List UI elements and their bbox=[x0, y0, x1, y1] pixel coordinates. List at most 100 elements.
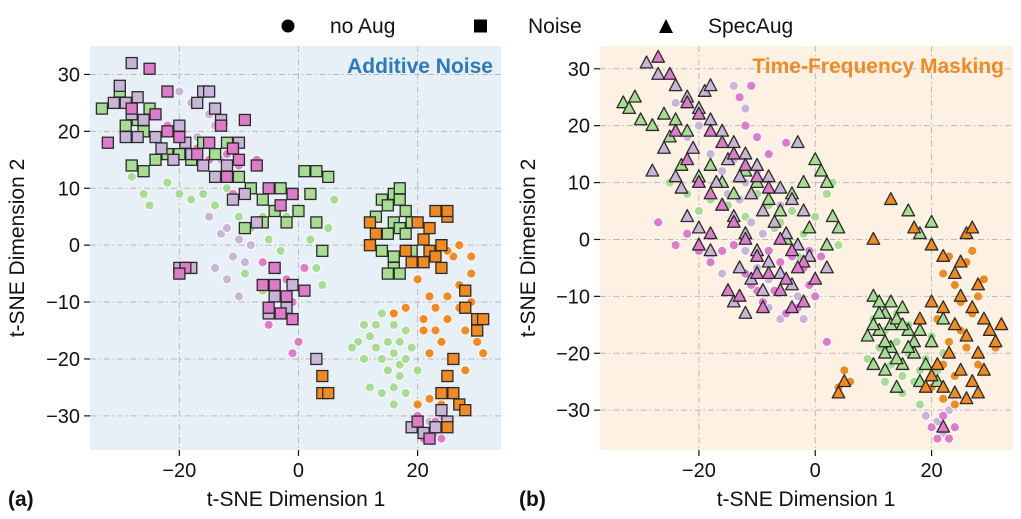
point-no-aug-orange bbox=[938, 393, 949, 404]
point-specaug-green bbox=[889, 351, 904, 365]
point-no-aug-purple bbox=[233, 291, 245, 302]
point-noise-orange bbox=[435, 386, 448, 400]
point-no-aug-green bbox=[897, 370, 908, 382]
point-specaug-orange bbox=[959, 328, 974, 342]
point-no-aug-green bbox=[394, 336, 405, 347]
legend-label-noise: Noise bbox=[528, 15, 582, 38]
point-specaug-orange bbox=[942, 345, 956, 359]
point-specaug-orange bbox=[947, 385, 962, 399]
point-no-aug-pink bbox=[810, 291, 821, 302]
point-specaug-pink bbox=[651, 49, 666, 63]
point-no-aug-pink bbox=[949, 422, 960, 433]
point-specaug-orange bbox=[918, 379, 933, 393]
point-noise-orange bbox=[459, 301, 472, 314]
point-specaug-green bbox=[703, 157, 718, 171]
point-noise-pink bbox=[286, 312, 299, 326]
point-no-aug-green bbox=[376, 353, 387, 365]
point-specaug-green bbox=[918, 356, 933, 371]
point-noise-green bbox=[95, 102, 109, 115]
point-specaug-orange bbox=[866, 231, 881, 245]
point-no-aug-purple bbox=[705, 149, 716, 160]
point-no-aug-green bbox=[370, 319, 382, 330]
point-specaug-purple bbox=[773, 180, 788, 194]
point-no-aug-pink bbox=[821, 336, 832, 347]
point-noise-orange bbox=[369, 227, 383, 240]
point-specaug-purple bbox=[703, 243, 718, 257]
point-specaug-green bbox=[622, 100, 637, 115]
panel-a-ticks: −20 0 20 −30 −20 −10 0 10 20 30 bbox=[46, 64, 429, 482]
point-specaug-pink bbox=[726, 146, 741, 160]
point-no-aug-purple bbox=[221, 274, 233, 285]
point-noise-green bbox=[381, 199, 394, 212]
point-specaug-pink bbox=[726, 214, 741, 228]
point-noise-orange bbox=[459, 404, 472, 417]
point-no-aug-pink bbox=[926, 422, 937, 433]
point-no-aug-purple bbox=[757, 228, 768, 239]
point-specaug-orange bbox=[976, 362, 991, 376]
panel-b-ytick-label: 20 bbox=[568, 116, 590, 138]
point-noise-purple bbox=[202, 85, 216, 98]
point-no-aug-green bbox=[376, 387, 387, 399]
panel-b-ytick-label: −30 bbox=[556, 400, 590, 422]
point-specaug-orange bbox=[924, 294, 939, 308]
point-noise-orange bbox=[405, 256, 418, 269]
point-specaug-purple bbox=[674, 180, 689, 194]
legend-square-marker bbox=[474, 19, 487, 33]
point-specaug-pink bbox=[703, 226, 718, 240]
point-specaug-pink bbox=[808, 271, 823, 285]
point-noise-green bbox=[292, 204, 305, 218]
point-no-aug-pink bbox=[436, 433, 447, 444]
point-no-aug-purple bbox=[221, 222, 233, 234]
point-specaug-pink bbox=[691, 237, 706, 251]
point-specaug-pink bbox=[738, 157, 753, 171]
point-specaug-green bbox=[866, 356, 881, 371]
point-noise-green bbox=[238, 221, 252, 235]
point-no-aug-pink bbox=[938, 410, 949, 421]
point-specaug-purple bbox=[790, 135, 805, 149]
point-specaug-green bbox=[889, 379, 904, 393]
point-noise-pink bbox=[173, 267, 186, 280]
point-no-aug-green bbox=[914, 399, 926, 410]
point-no-aug-green bbox=[382, 336, 393, 347]
point-no-aug-green bbox=[239, 268, 250, 279]
point-specaug-purple bbox=[802, 248, 817, 262]
legend-label-specaug: SpecAug bbox=[708, 15, 793, 38]
panel-a-ytick-label: −10 bbox=[46, 292, 80, 314]
point-specaug-purple bbox=[819, 260, 834, 274]
point-noise-orange bbox=[417, 256, 430, 269]
point-no-aug-orange bbox=[967, 245, 978, 256]
point-no-aug-orange bbox=[388, 308, 399, 319]
point-noise-pink bbox=[274, 199, 287, 212]
point-no-aug-green bbox=[810, 211, 821, 222]
panel-a-xlabel: t-SNE Dimension 1 bbox=[207, 488, 386, 511]
point-noise-pink bbox=[280, 290, 293, 303]
panel-a-ytick-label: −20 bbox=[46, 349, 80, 371]
point-specaug-orange bbox=[936, 379, 951, 393]
point-specaug-purple bbox=[785, 191, 799, 206]
point-specaug-orange bbox=[959, 391, 974, 405]
point-noise-green bbox=[322, 170, 335, 184]
point-noise-purple bbox=[137, 113, 150, 127]
point-specaug-pink bbox=[796, 254, 811, 268]
point-no-aug-purple bbox=[204, 211, 215, 222]
point-no-aug-green bbox=[382, 365, 393, 376]
point-specaug-pink bbox=[691, 106, 706, 120]
point-noise-green bbox=[381, 227, 394, 240]
point-no-aug-orange bbox=[949, 279, 960, 291]
point-specaug-purple bbox=[755, 283, 770, 297]
point-specaug-purple bbox=[767, 214, 782, 228]
point-no-aug-green bbox=[400, 325, 411, 336]
point-noise-green bbox=[393, 267, 406, 280]
point-specaug-orange bbox=[976, 311, 991, 325]
point-specaug-purple bbox=[796, 203, 811, 217]
point-specaug-green bbox=[936, 311, 951, 325]
point-specaug-orange bbox=[971, 277, 986, 291]
point-specaug-purple bbox=[680, 209, 695, 223]
point-specaug-pink bbox=[715, 135, 730, 149]
point-noise-pink bbox=[286, 187, 299, 201]
point-specaug-orange bbox=[965, 374, 980, 388]
panel-b-ytick-label: 30 bbox=[568, 59, 590, 81]
point-noise-pink bbox=[125, 102, 138, 115]
point-specaug-green bbox=[819, 237, 834, 251]
point-specaug-orange bbox=[971, 385, 986, 399]
